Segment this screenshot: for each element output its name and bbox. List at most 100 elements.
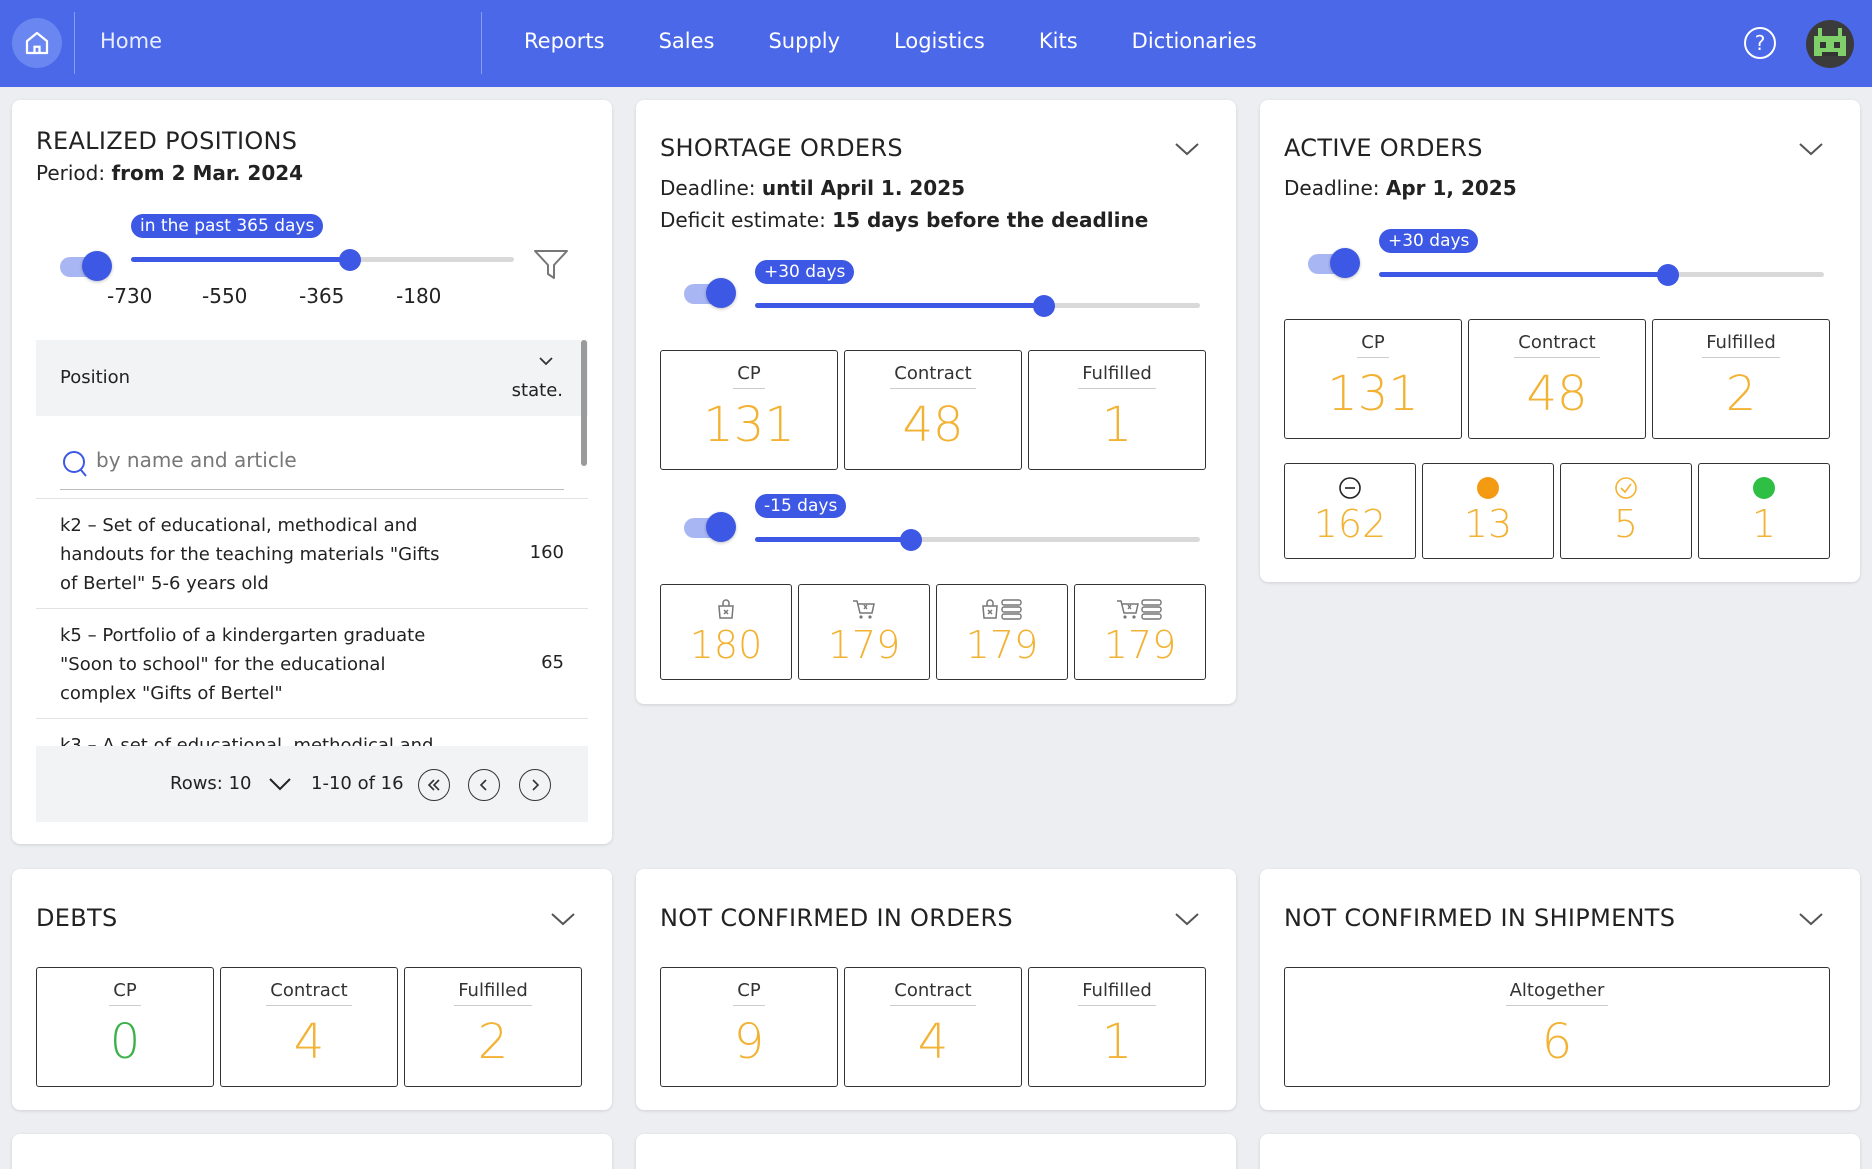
stat-box-contract[interactable]: Contract 4 bbox=[844, 967, 1022, 1087]
prev-page-button[interactable] bbox=[468, 769, 500, 801]
chevron-down-icon[interactable] bbox=[1174, 141, 1200, 157]
stat-value: 179 bbox=[965, 623, 1039, 667]
help-icon[interactable]: ? bbox=[1744, 27, 1776, 59]
table-row[interactable]: k2 – Set of educational, methodical and … bbox=[36, 498, 588, 608]
stat-value: 1 bbox=[1101, 1014, 1133, 1070]
deadline-pill: +30 days bbox=[755, 260, 855, 284]
stat-box-fulfilled[interactable]: Fulfilled 2 bbox=[404, 967, 582, 1087]
period-toggle[interactable] bbox=[60, 251, 112, 281]
stat-box-bag-x-list[interactable]: 179 bbox=[936, 584, 1068, 680]
deficit-pill: -15 days bbox=[755, 494, 847, 518]
card-title: REALIZED POSITIONS bbox=[36, 127, 298, 155]
stat-box-checked[interactable]: 5 bbox=[1560, 463, 1692, 559]
deadline-value: Apr 1, 2025 bbox=[1385, 176, 1517, 200]
stat-box-in-progress[interactable]: 13 bbox=[1422, 463, 1554, 559]
deadline-slider[interactable] bbox=[1379, 259, 1824, 289]
stat-label: CP bbox=[1357, 332, 1389, 358]
period-pill: in the past 365 days bbox=[131, 214, 324, 238]
stat-label: CP bbox=[733, 363, 765, 389]
chevron-down-icon[interactable] bbox=[1798, 911, 1824, 927]
stat-box-fulfilled[interactable]: Fulfilled 2 bbox=[1652, 319, 1830, 439]
stat-label: Fulfilled bbox=[454, 980, 532, 1006]
filter-icon[interactable] bbox=[533, 248, 569, 282]
chevron-down-icon[interactable] bbox=[1798, 141, 1824, 157]
stat-value: 6 bbox=[1541, 1014, 1573, 1070]
deadline-line: Deadline: Apr 1, 2025 bbox=[1284, 176, 1517, 200]
deficit-line: Deficit estimate: 15 days before the dea… bbox=[660, 208, 1148, 232]
stat-box-cp[interactable]: CP 131 bbox=[660, 350, 838, 470]
stat-value: 9 bbox=[733, 1014, 765, 1070]
period-slider[interactable] bbox=[131, 244, 514, 274]
table-scrollbar[interactable] bbox=[581, 340, 587, 466]
stat-box-altogether[interactable]: Altogether 6 bbox=[1284, 967, 1830, 1087]
deadline-toggle[interactable] bbox=[684, 278, 736, 308]
stat-box-contract[interactable]: Contract 4 bbox=[220, 967, 398, 1087]
deadline-pill: +30 days bbox=[1379, 229, 1479, 253]
bag-x-list-icon bbox=[982, 599, 1022, 620]
stat-label: CP bbox=[733, 980, 765, 1006]
slider-thumb[interactable] bbox=[1657, 264, 1680, 286]
chevron-left-icon bbox=[479, 779, 487, 791]
stat-box-fulfilled[interactable]: Fulfilled 1 bbox=[1028, 967, 1206, 1087]
table-row[interactable]: k5 – Portfolio of a kindergarten graduat… bbox=[36, 608, 588, 718]
stat-value: 180 bbox=[689, 623, 763, 667]
chevron-right-icon bbox=[532, 779, 540, 791]
table-header: Position state. bbox=[36, 340, 588, 416]
orange-dot-icon bbox=[1477, 477, 1499, 499]
first-page-button[interactable] bbox=[418, 769, 450, 801]
deficit-slider[interactable] bbox=[755, 524, 1200, 554]
stat-box-cart-x[interactable]: 179 bbox=[798, 584, 930, 680]
stat-box-cart-x-list[interactable]: 179 bbox=[1074, 584, 1206, 680]
green-dot-icon bbox=[1753, 477, 1775, 499]
search-placeholder: by name and article bbox=[96, 448, 297, 472]
tick-label: -180 bbox=[396, 284, 442, 308]
stat-label: Contract bbox=[1514, 332, 1600, 358]
next-page-button[interactable] bbox=[519, 769, 551, 801]
stat-label: Contract bbox=[890, 980, 976, 1006]
stat-box-cp[interactable]: CP 131 bbox=[1284, 319, 1462, 439]
deficit-value: 15 days before the deadline bbox=[832, 208, 1149, 232]
sort-chevron-icon[interactable] bbox=[538, 356, 554, 366]
stat-box-not-started[interactable]: 162 bbox=[1284, 463, 1416, 559]
slider-fill bbox=[1379, 272, 1669, 277]
nav-kits[interactable]: Kits bbox=[1038, 29, 1078, 53]
rows-dropdown-icon[interactable] bbox=[268, 777, 292, 791]
nav-dictionaries[interactable]: Dictionaries bbox=[1131, 29, 1257, 53]
page-range: 1-10 of 16 bbox=[311, 773, 404, 794]
positions-table: Position state. by name and article k2 –… bbox=[36, 340, 588, 822]
stat-box-done[interactable]: 1 bbox=[1698, 463, 1830, 559]
nav-logistics[interactable]: Logistics bbox=[894, 29, 985, 53]
nav-sales[interactable]: Sales bbox=[658, 29, 715, 53]
slider-thumb[interactable] bbox=[899, 529, 922, 551]
stat-box-fulfilled[interactable]: Fulfilled 1 bbox=[1028, 350, 1206, 470]
stat-box-cp[interactable]: CP 9 bbox=[660, 967, 838, 1087]
search-field[interactable]: by name and article bbox=[60, 438, 564, 490]
stat-value: 1 bbox=[1751, 502, 1777, 546]
stat-value: 162 bbox=[1313, 502, 1387, 546]
home-link[interactable]: Home bbox=[100, 29, 163, 53]
card-title: NOT CONFIRMED IN SHIPMENTS bbox=[1284, 904, 1676, 932]
stat-box-bag-x[interactable]: 180 bbox=[660, 584, 792, 680]
stat-box-contract[interactable]: Contract 48 bbox=[1468, 319, 1646, 439]
card-title: ACTIVE ORDERS bbox=[1284, 134, 1483, 162]
stat-box-cp[interactable]: CP 0 bbox=[36, 967, 214, 1087]
col-state[interactable]: state. bbox=[511, 380, 563, 401]
stat-value: 2 bbox=[1725, 366, 1757, 422]
chevron-down-icon[interactable] bbox=[1174, 911, 1200, 927]
slider-thumb[interactable] bbox=[338, 249, 361, 271]
nav-reports[interactable]: Reports bbox=[524, 29, 605, 53]
deficit-toggle[interactable] bbox=[684, 512, 736, 542]
tick-label: -550 bbox=[202, 284, 248, 308]
stat-box-contract[interactable]: Contract 48 bbox=[844, 350, 1022, 470]
deadline-slider[interactable] bbox=[755, 290, 1200, 320]
chevron-down-icon[interactable] bbox=[550, 911, 576, 927]
home-button[interactable] bbox=[12, 18, 62, 68]
rows-per-page[interactable]: Rows: 10 bbox=[170, 773, 252, 794]
deadline-toggle[interactable] bbox=[1308, 248, 1360, 278]
nav-supply[interactable]: Supply bbox=[768, 29, 841, 53]
slider-thumb[interactable] bbox=[1033, 295, 1056, 317]
stat-label: Contract bbox=[266, 980, 352, 1006]
avatar[interactable] bbox=[1806, 20, 1854, 68]
next-card-partial bbox=[1260, 1134, 1860, 1169]
col-position[interactable]: Position bbox=[60, 367, 131, 388]
